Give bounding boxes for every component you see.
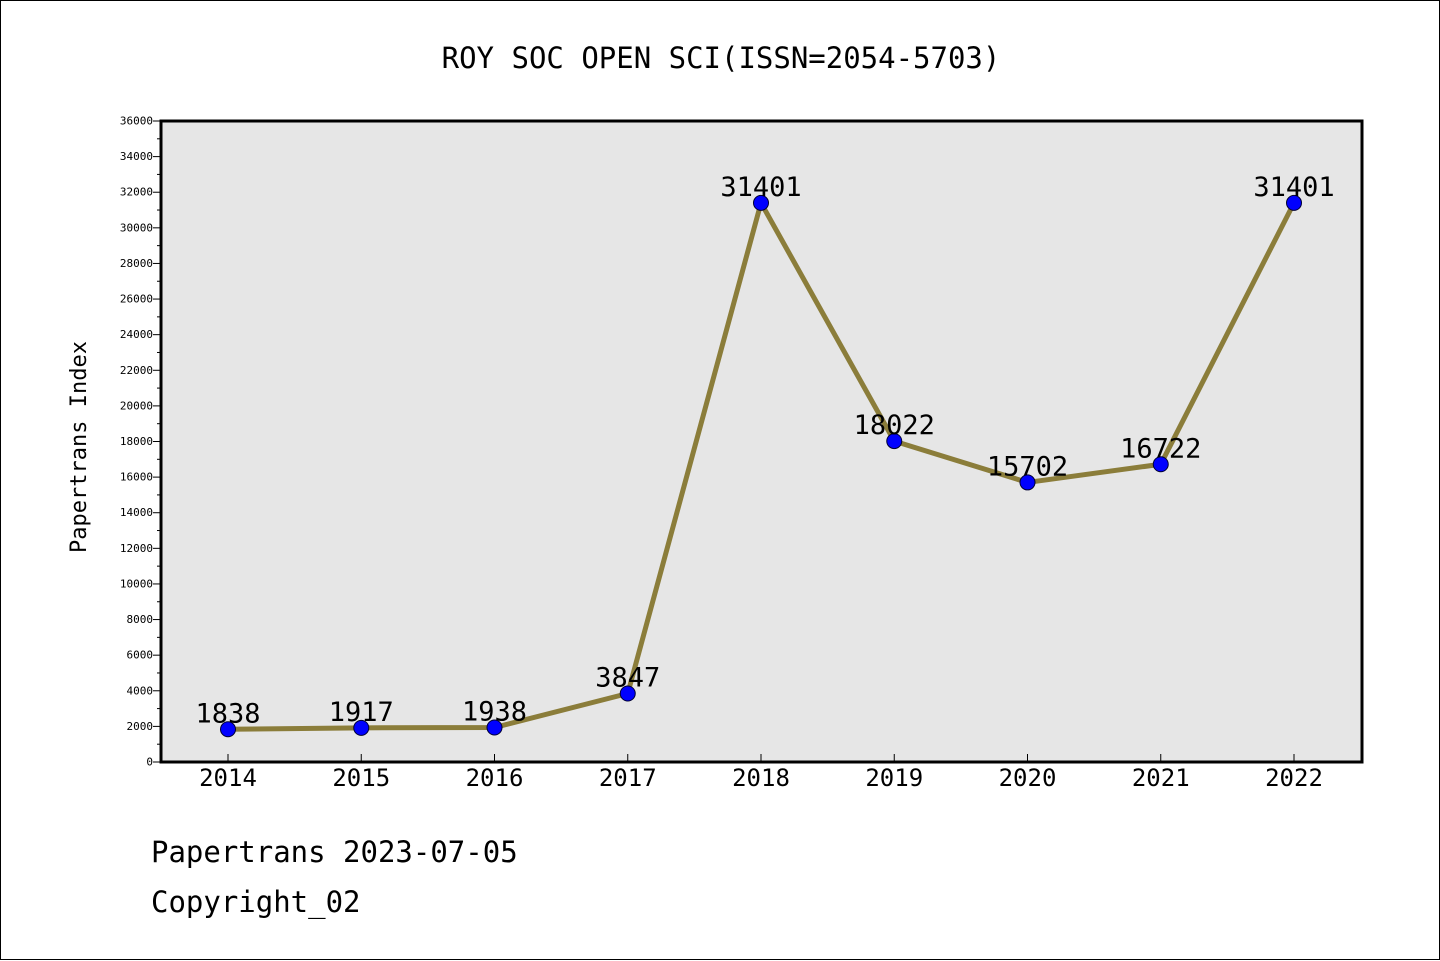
data-point (220, 721, 236, 738)
data-point (353, 719, 370, 736)
y-tick-label: 4000 (127, 684, 154, 697)
y-tick-label: 36000 (120, 115, 153, 128)
data-point (619, 685, 636, 702)
y-tick-label: 18000 (120, 435, 153, 448)
data-point (1152, 456, 1169, 473)
y-tick-label: 28000 (120, 257, 153, 270)
y-tick-label: 0 (146, 756, 153, 769)
chart-title: ROY SOC OPEN SCI(ISSN=2054-5703) (442, 41, 1001, 75)
data-label: 16722 (1120, 433, 1201, 464)
x-tick-label: 2021 (1132, 764, 1190, 792)
data-point (886, 433, 903, 450)
y-tick-label: 6000 (127, 649, 154, 662)
x-tick-label: 2019 (865, 764, 923, 792)
footer-date-text: Papertrans 2023-07-05 (151, 835, 518, 869)
x-tick-label: 2020 (999, 764, 1057, 792)
y-tick-label: 24000 (120, 328, 153, 341)
footer-copyright-text: Copyright_02 (151, 885, 361, 919)
data-label: 31401 (1253, 172, 1334, 203)
data-label: 18022 (854, 410, 935, 441)
x-tick-label: 2015 (332, 764, 390, 792)
y-tick-label: 34000 (120, 150, 153, 163)
y-tick-label: 14000 (120, 506, 153, 519)
y-tick-label: 20000 (120, 399, 153, 412)
y-tick-label: 2000 (127, 720, 154, 733)
x-tick-label: 2016 (466, 764, 524, 792)
data-label: 1838 (195, 698, 260, 729)
x-tick-label: 2022 (1265, 764, 1323, 792)
y-tick-label: 8000 (127, 613, 154, 626)
data-point (1286, 194, 1302, 211)
y-tick-label: 10000 (120, 577, 153, 590)
y-tick-label: 22000 (120, 364, 153, 377)
y-tick-label: 16000 (120, 471, 153, 484)
plot-area (159, 119, 1364, 764)
data-labels: 1838 1917 1938 3847 31401 18022 15702 16722 3140… (195, 172, 1334, 729)
y-tick-label: 26000 (120, 293, 153, 306)
data-label: 1917 (329, 697, 394, 728)
data-point (753, 194, 769, 211)
data-label: 31401 (720, 172, 801, 203)
data-point (486, 719, 503, 736)
y-axis-ticks: 0 2000 4000 6000 8000 10000 12000 14000 16000 180… (120, 115, 161, 769)
y-tick-label: 30000 (120, 221, 153, 234)
x-tick-label: 2018 (732, 764, 790, 792)
data-label: 1938 (462, 696, 527, 727)
x-tick-label: 2014 (199, 764, 257, 792)
x-tick-label: 2017 (599, 764, 657, 792)
y-tick-label: 32000 (120, 186, 153, 199)
data-point (1019, 474, 1036, 491)
x-axis-ticks: 2014 2015 2016 2017 2018 2019 2020 2021 2022 (199, 754, 1323, 792)
y-axis-label: Papertrans Index (67, 341, 92, 553)
data-label: 3847 (595, 663, 660, 694)
y-tick-label: 12000 (120, 542, 153, 555)
data-point-markers (220, 194, 1302, 738)
data-label: 15702 (987, 451, 1068, 482)
